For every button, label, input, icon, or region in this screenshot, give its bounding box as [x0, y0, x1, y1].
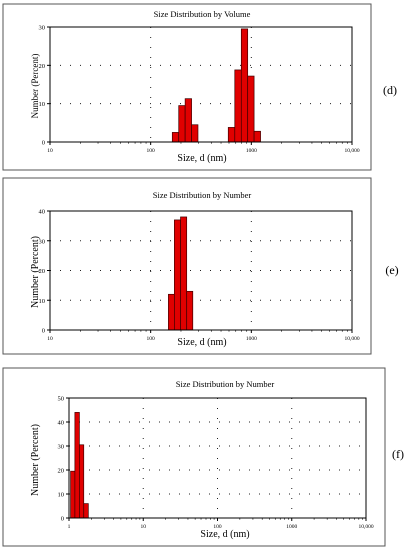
bar — [186, 290, 194, 331]
bar — [70, 470, 76, 519]
x-tick-label: 10,000 — [344, 148, 359, 154]
bar — [253, 130, 261, 143]
x-tick-label: 1000 — [246, 148, 257, 154]
chart-title: Size Distribution by Number — [153, 190, 252, 200]
bar — [79, 444, 85, 519]
y-tick-label: 40 — [39, 209, 46, 216]
plot-area: 0 10 20 30 40 50 1 10 100 1000 10,000 — [58, 396, 374, 531]
panel-label: (f) — [392, 447, 404, 461]
y-axis-label: Number (Percent) — [30, 236, 41, 308]
x-tick-label: 10,000 — [344, 336, 359, 342]
y-axis-label: Number (Percent) — [30, 424, 41, 496]
bar — [227, 127, 236, 143]
y-tick-label: 30 — [58, 444, 65, 451]
chart-title: Size Distribution by Volume — [154, 9, 251, 19]
bar — [240, 28, 249, 143]
bar — [178, 105, 186, 143]
x-axis-label: Size, d (nm) — [177, 337, 226, 348]
panel-label: (e) — [385, 263, 398, 277]
panel-frame — [2, 367, 386, 547]
x-tick-label: 100 — [147, 336, 156, 342]
bar — [191, 124, 199, 143]
y-tick-label: 10 — [58, 492, 65, 499]
y-tick-label: 20 — [39, 63, 46, 70]
x-axis-label: Size, d (nm) — [177, 153, 226, 164]
bar — [180, 216, 188, 331]
panel-label: (d) — [383, 83, 397, 97]
chart-panel-d: Size Distribution by Volume Number (Perc… — [2, 3, 397, 171]
x-tick-label: 10,000 — [358, 524, 373, 530]
y-tick-label: 0 — [42, 328, 45, 335]
chart-panel-e: Size Distribution by Number Number (Perc… — [2, 177, 399, 355]
bar — [174, 219, 181, 331]
y-tick-label: 40 — [58, 420, 65, 427]
y-tick-label: 50 — [58, 396, 65, 403]
chart-panel-f: Size Distribution by Number Number (Perc… — [2, 367, 404, 547]
y-tick-label: 0 — [61, 516, 64, 523]
bar — [171, 132, 180, 143]
x-tick-label: 10 — [47, 336, 53, 342]
y-tick-label: 20 — [39, 268, 46, 275]
x-tick-label: 100 — [147, 148, 156, 154]
y-tick-label: 10 — [39, 298, 46, 305]
x-axis-label: Size, d (nm) — [200, 529, 249, 540]
y-tick-label: 0 — [42, 140, 45, 147]
y-tick-label: 30 — [39, 238, 46, 245]
x-tick-label: 1000 — [286, 524, 297, 530]
plot-frame — [49, 26, 353, 143]
bar — [247, 75, 255, 143]
panel-frame — [2, 177, 372, 355]
bar — [74, 412, 80, 519]
x-tick-label: 100 — [213, 524, 222, 530]
y-tick-label: 10 — [39, 101, 46, 108]
bar — [168, 293, 175, 331]
bar — [184, 98, 192, 143]
x-tick-label: 1 — [68, 524, 71, 530]
bar — [83, 503, 89, 519]
y-tick-label: 20 — [58, 468, 65, 475]
y-axis-label: Number (Percent) — [30, 54, 40, 119]
y-tick-label: 30 — [39, 25, 46, 32]
chart-title: Size Distribution by Number — [176, 379, 275, 389]
panel-frame — [2, 3, 372, 171]
x-tick-label: 1000 — [246, 336, 257, 342]
x-tick-label: 10 — [47, 148, 53, 154]
x-tick-label: 10 — [141, 524, 147, 530]
bar — [234, 69, 242, 143]
